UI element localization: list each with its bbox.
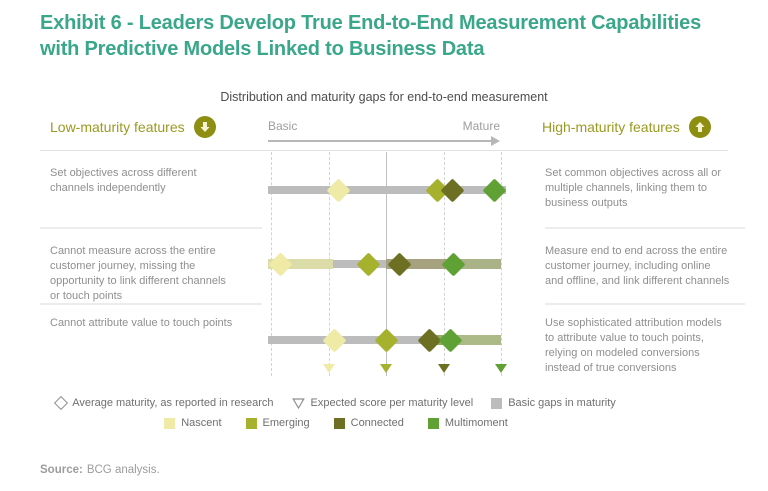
source-label: Source:	[40, 464, 83, 476]
connected-swatch	[333, 417, 345, 429]
row-1-low-feature: Set objectives across different channels…	[50, 167, 197, 194]
source-text: BCG analysis.	[86, 464, 160, 476]
row-2-low-feature: Cannot measure across the entire custome…	[50, 245, 226, 302]
header-divider	[40, 150, 728, 151]
legend-maturity-levels: Nascent Emerging Connected Multimoment	[0, 417, 672, 429]
legend-connected-label: Connected	[350, 417, 404, 429]
legend-nascent-label: Nascent	[181, 417, 222, 429]
avg-maturity-diamond-emerging	[373, 327, 399, 353]
emerging-swatch	[245, 417, 257, 429]
maturity-gap-bar-segment	[446, 259, 501, 269]
low-maturity-header: Low-maturity features	[50, 116, 216, 138]
expected-score-triangle-connected	[437, 364, 450, 373]
gray-bar-swatch	[491, 397, 503, 409]
legend-item-multimoment: Multimoment	[427, 417, 508, 429]
avg-maturity-diamond-multimoment	[441, 251, 466, 277]
legend-emerging-label: Emerging	[262, 417, 310, 429]
legend-item-average: Average maturity, as reported in researc…	[54, 395, 274, 411]
page-title-line-2: with Predictive Models Linked to Busines…	[40, 38, 485, 60]
legend-item-connected: Connected	[333, 417, 404, 429]
row-divider	[545, 227, 745, 229]
maturity-gap-bar-segment	[268, 259, 333, 269]
nascent-swatch	[164, 417, 176, 429]
row-3-low-feature: Cannot attribute value to touch points	[50, 317, 233, 329]
row-2-high-feature: Measure end to end across the entire cus…	[545, 245, 730, 287]
legend-item-gaps: Basic gaps in maturity	[491, 397, 616, 409]
arrow-up-circle-icon	[688, 116, 711, 138]
avg-maturity-diamond-connected	[387, 251, 412, 277]
maturity-gap-bar-segment	[386, 259, 447, 269]
row-divider	[40, 227, 262, 229]
avg-maturity-diamond-nascent	[326, 177, 351, 203]
axis-arrow-line	[268, 140, 491, 142]
low-maturity-label: Low-maturity features	[50, 119, 185, 135]
axis-arrow-head-icon	[491, 136, 500, 146]
expected-score-triangle-nascent	[322, 364, 335, 373]
chart-subtitle: Distribution and maturity gaps for end-t…	[220, 90, 548, 104]
high-maturity-label: High-maturity features	[542, 119, 680, 135]
avg-maturity-diamond-multimoment	[482, 177, 507, 203]
maturity-gap-bar-segment	[268, 336, 437, 344]
row-divider	[545, 303, 745, 305]
legend-multimoment-label: Multimoment	[444, 417, 508, 429]
maturity-gap-bar-segment	[268, 186, 507, 194]
axis-label-basic: Basic	[268, 119, 298, 133]
row-3-high-feature: Use sophisticated attribution models to …	[545, 317, 722, 374]
avg-maturity-diamond-connected	[417, 327, 442, 353]
maturity-gap-bar-segment	[455, 335, 501, 345]
axis-label-mature: Mature	[462, 119, 500, 133]
row-1-high-feature: Set common objectives across all or mult…	[545, 167, 722, 209]
page-title-line-1: Exhibit 6 - Leaders Develop True End-to-…	[40, 12, 701, 34]
legend-item-nascent: Nascent	[164, 417, 222, 429]
triangle-down-outline-icon	[291, 397, 305, 409]
expected-score-triangle-emerging	[380, 364, 392, 373]
legend-gaps-label: Basic gaps in maturity	[508, 397, 616, 409]
legend-symbols: Average maturity, as reported in researc…	[0, 395, 672, 411]
high-maturity-header: High-maturity features	[542, 116, 711, 138]
gridline	[501, 152, 502, 376]
expected-score-triangle-multimoment	[495, 364, 507, 373]
avg-maturity-diamond-nascent	[322, 327, 347, 353]
avg-maturity-diamond-emerging	[356, 251, 381, 277]
arrow-down-circle-icon	[193, 116, 216, 138]
legend-item-emerging: Emerging	[245, 417, 310, 429]
legend-expected-label: Expected score per maturity level	[310, 397, 474, 409]
row-divider	[40, 303, 262, 305]
diamond-outline-icon	[54, 395, 69, 411]
multimoment-swatch	[427, 417, 439, 429]
legend-average-label: Average maturity, as reported in researc…	[72, 397, 274, 409]
page-title: Exhibit 6 - Leaders Develop True End-to-…	[40, 10, 760, 62]
legend-item-expected: Expected score per maturity level	[291, 397, 474, 409]
source-note: Source: BCG analysis.	[40, 464, 160, 476]
